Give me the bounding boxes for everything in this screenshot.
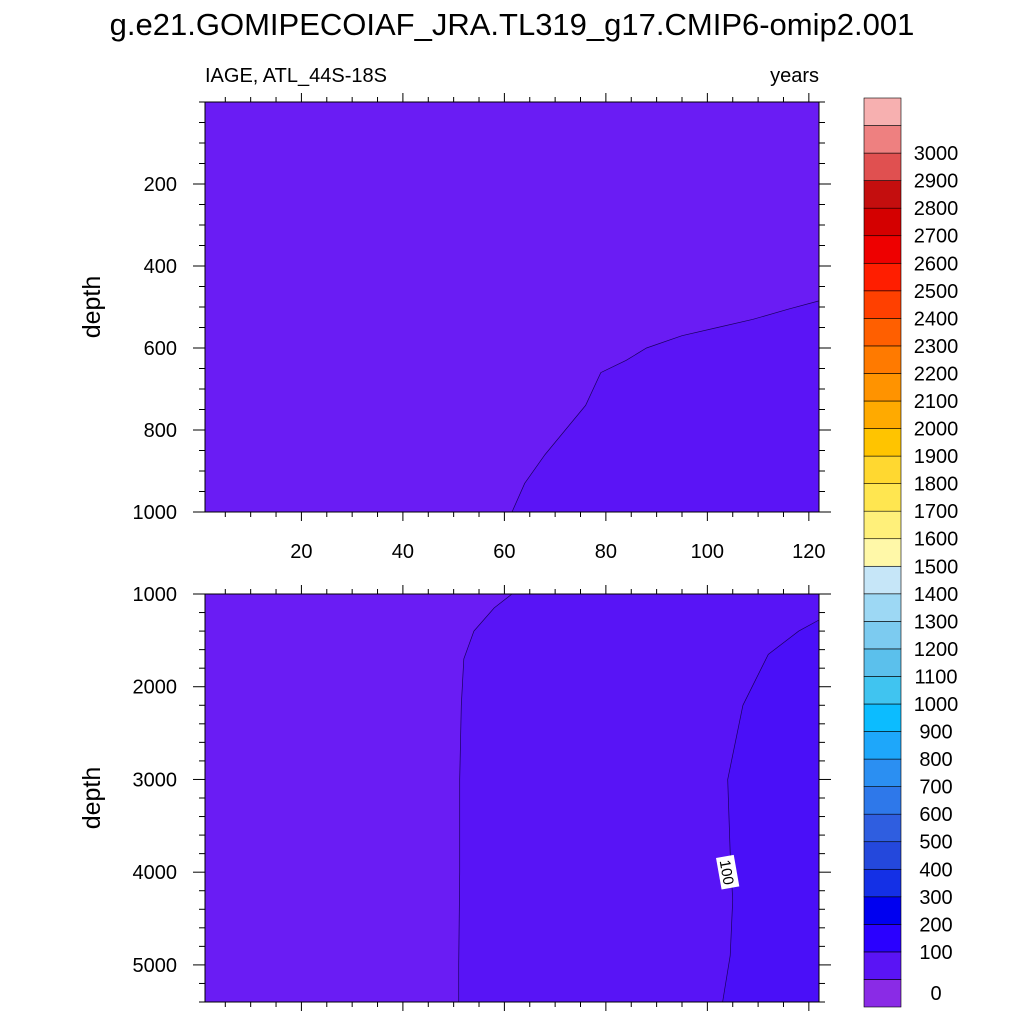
colorbar-box bbox=[863, 731, 902, 760]
colorbar-box bbox=[863, 207, 902, 237]
colorbar-box bbox=[863, 152, 902, 181]
colorbar-box bbox=[863, 813, 902, 843]
colorbar-label: 1100 bbox=[914, 666, 957, 688]
upper-region-1 bbox=[512, 300, 819, 512]
contour-label-text: 100 bbox=[716, 859, 737, 887]
colorbar-label: 300 bbox=[919, 887, 952, 909]
y-tick-label: 400 bbox=[144, 256, 177, 278]
colorbar-label: 2500 bbox=[914, 281, 959, 303]
colorbar-label: 200 bbox=[919, 914, 952, 936]
colorbar-box bbox=[863, 841, 902, 870]
colorbar-box bbox=[863, 703, 902, 732]
colorbar-box bbox=[863, 565, 902, 595]
colorbar-label: 2300 bbox=[914, 336, 959, 358]
y-tick-label: 1000 bbox=[133, 584, 178, 606]
units-label: years bbox=[770, 65, 819, 87]
colorbar-box bbox=[863, 538, 902, 567]
colorbar-label: 800 bbox=[919, 749, 952, 771]
y-tick-label: 600 bbox=[144, 338, 177, 360]
colorbar-label: 2600 bbox=[914, 253, 959, 275]
colorbar-box bbox=[863, 400, 902, 429]
colorbar: 0 100 200 300 400 500 600 700 800 900 1000 1100 1200… bbox=[863, 97, 959, 1008]
lower-contour-200 bbox=[722, 619, 820, 1003]
lower-panel: 100 1000 2000 3000 4000 5000 depth bbox=[78, 584, 831, 1011]
colorbar-label: 700 bbox=[919, 777, 952, 799]
lower-y-axis-label: depth bbox=[78, 767, 106, 830]
x-tick-label: 20 bbox=[290, 541, 312, 563]
y-tick-label: 3000 bbox=[133, 769, 178, 791]
colorbar-box bbox=[863, 676, 902, 705]
y-tick-label: 1000 bbox=[133, 502, 178, 524]
figure-title: g.e21.GOMIPECOIAF_JRA.TL319_g17.CMIP6-om… bbox=[110, 7, 915, 42]
colorbar-box bbox=[863, 455, 902, 484]
lower-region-1 bbox=[458, 594, 819, 1002]
colorbar-box bbox=[863, 951, 902, 980]
colorbar-label: 400 bbox=[919, 859, 952, 881]
colorbar-label: 2200 bbox=[914, 363, 959, 385]
upper-panel: 20 40 60 80 100 120 200 400 600 800 1000 depth bbox=[78, 93, 831, 563]
colorbar-label: 2900 bbox=[914, 171, 959, 193]
x-tick-label: 120 bbox=[792, 541, 825, 563]
colorbar-label: 600 bbox=[919, 804, 952, 826]
colorbar-label: 2100 bbox=[914, 391, 959, 413]
colorbar-box bbox=[863, 593, 902, 622]
lower-region-2 bbox=[722, 620, 819, 1002]
colorbar-box bbox=[863, 483, 902, 512]
colorbar-box bbox=[863, 786, 902, 815]
colorbar-box bbox=[863, 125, 902, 154]
colorbar-box bbox=[863, 373, 902, 402]
y-tick-label: 4000 bbox=[133, 862, 178, 884]
colorbar-box bbox=[863, 262, 902, 292]
colorbar-box bbox=[863, 868, 902, 898]
colorbar-box bbox=[863, 345, 902, 374]
colorbar-box bbox=[863, 924, 902, 953]
colorbar-label: 900 bbox=[919, 722, 952, 744]
variable-label: IAGE, ATL_44S-18S bbox=[205, 65, 387, 87]
colorbar-label: 1400 bbox=[914, 584, 959, 606]
colorbar-label: 1300 bbox=[914, 611, 959, 633]
colorbar-box bbox=[863, 758, 902, 787]
x-tick-label: 40 bbox=[392, 541, 414, 563]
lower-contour-100 bbox=[458, 593, 513, 1002]
colorbar-label: 1900 bbox=[914, 446, 959, 468]
colorbar-label: 1800 bbox=[914, 474, 959, 496]
colorbar-box bbox=[863, 235, 902, 264]
colorbar-label: 2800 bbox=[914, 198, 959, 220]
colorbar-label: 100 bbox=[919, 942, 952, 964]
colorbar-label: 3000 bbox=[914, 143, 959, 165]
lower-contour-label: 100 bbox=[716, 854, 740, 890]
colorbar-label: 500 bbox=[919, 832, 952, 854]
contour-label-box bbox=[716, 854, 740, 890]
colorbar-label: 1200 bbox=[914, 639, 959, 661]
y-tick-label: 2000 bbox=[133, 677, 178, 699]
colorbar-box bbox=[863, 290, 902, 319]
colorbar-label: 1000 bbox=[914, 694, 959, 716]
colorbar-box bbox=[863, 97, 902, 126]
x-tick-label: 100 bbox=[691, 541, 724, 563]
colorbar-label: 1600 bbox=[914, 529, 959, 551]
colorbar-label: 2700 bbox=[914, 226, 959, 248]
colorbar-box bbox=[863, 318, 902, 347]
colorbar-label: 1700 bbox=[914, 501, 959, 523]
upper-y-axis-label: depth bbox=[78, 276, 106, 339]
x-tick-label: 60 bbox=[493, 541, 515, 563]
colorbar-label: 2400 bbox=[914, 308, 959, 330]
y-tick-label: 800 bbox=[144, 420, 177, 442]
x-tick-label: 80 bbox=[595, 541, 617, 563]
colorbar-box bbox=[863, 621, 902, 650]
colorbar-box bbox=[863, 648, 902, 677]
y-tick-label: 200 bbox=[144, 174, 177, 196]
colorbar-box bbox=[863, 428, 902, 457]
colorbar-box bbox=[863, 180, 902, 209]
colorbar-box bbox=[863, 510, 902, 540]
upper-contour-100 bbox=[511, 300, 820, 513]
colorbar-label: 1500 bbox=[914, 556, 959, 578]
y-tick-label: 5000 bbox=[133, 955, 178, 977]
colorbar-label: 0 bbox=[930, 983, 941, 1005]
colorbar-box bbox=[863, 896, 902, 925]
colorbar-box bbox=[863, 979, 902, 1008]
colorbar-label: 2000 bbox=[914, 419, 959, 441]
